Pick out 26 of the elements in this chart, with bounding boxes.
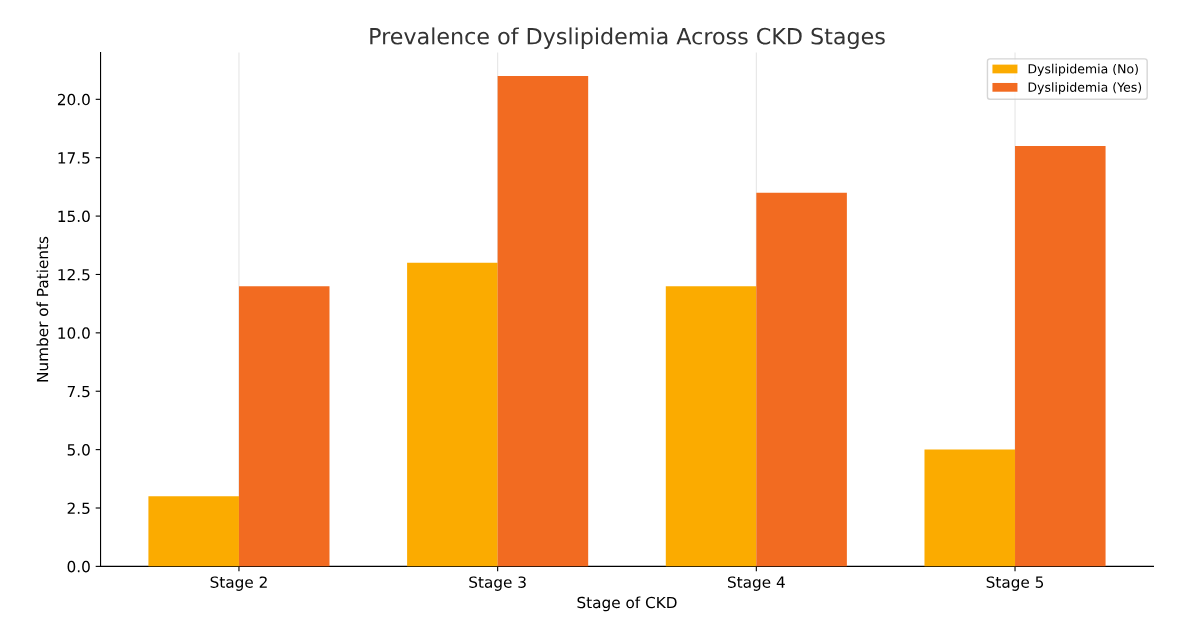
legend-label: Dyslipidemia (Yes) bbox=[1028, 82, 1142, 95]
bar bbox=[148, 496, 239, 567]
y-tick-label: 7.5 bbox=[67, 385, 90, 398]
y-tick-label: 20.0 bbox=[57, 93, 90, 106]
y-tick-label: 15.0 bbox=[58, 210, 90, 223]
bar bbox=[924, 449, 1016, 567]
legend-label: Dyslipidemia (No) bbox=[1028, 63, 1138, 76]
bar bbox=[1015, 146, 1106, 567]
bar bbox=[407, 262, 498, 567]
x-axis-title: Stage of CKD bbox=[577, 596, 677, 612]
x-tick-label: Stage 2 bbox=[210, 576, 267, 591]
y-tick-label: 0.0 bbox=[67, 560, 90, 573]
bar bbox=[756, 192, 847, 567]
y-tick-label: 2.5 bbox=[67, 502, 90, 515]
bar bbox=[238, 286, 330, 567]
x-tick-label: Stage 4 bbox=[727, 576, 785, 591]
y-tick-label: 10.0 bbox=[58, 327, 90, 339]
chart-title: Prevalence of Dyslipidemia Across CKD Stages bbox=[370, 27, 885, 49]
x-tick-label: Stage 5 bbox=[986, 576, 1044, 591]
y-axis-title: Number of Patients bbox=[36, 236, 49, 382]
y-tick-label: 17.5 bbox=[58, 152, 90, 164]
bar bbox=[497, 75, 589, 567]
y-tick-label: 12.5 bbox=[58, 268, 90, 281]
bar bbox=[665, 286, 757, 567]
x-tick-label: Stage 3 bbox=[469, 576, 526, 591]
y-tick-label: 5.0 bbox=[67, 444, 90, 456]
